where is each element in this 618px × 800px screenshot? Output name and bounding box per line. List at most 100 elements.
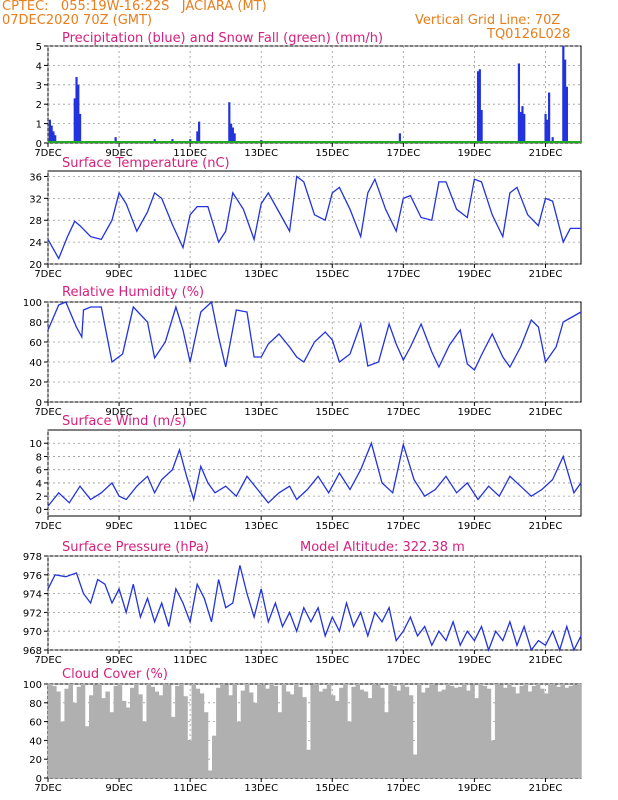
- cloud-bar: [544, 693, 549, 778]
- cloud-bar: [302, 697, 307, 778]
- cloud-bar: [535, 684, 541, 778]
- x-tick-label: 19DEC: [458, 148, 492, 159]
- cloud-bar: [404, 686, 410, 778]
- series-line: [47, 300, 582, 372]
- cloud-bar: [97, 684, 102, 778]
- x-tick-label: 21DEC: [529, 269, 563, 280]
- cloud-bar: [490, 740, 496, 778]
- precip-bar: [50, 125, 53, 143]
- precip-bar: [476, 71, 480, 143]
- cloud-bar: [228, 695, 233, 778]
- panel-subtitle: Model Altitude: 322.38 m: [300, 540, 465, 555]
- cloud-bar: [474, 698, 479, 778]
- cloud-bar: [482, 685, 488, 778]
- cloud-bar: [445, 684, 451, 778]
- cloud-bar: [318, 691, 324, 778]
- x-tick-label: 21DEC: [529, 521, 563, 532]
- x-tick-label: 21DEC: [529, 407, 563, 418]
- cloud-bar: [355, 684, 360, 778]
- x-tick-label: 17DEC: [386, 148, 420, 159]
- cloud-bar: [216, 687, 221, 778]
- cloud-bar: [265, 688, 270, 778]
- cloud-bar: [314, 684, 319, 778]
- y-tick-label: 978: [23, 552, 42, 563]
- cloud-bar: [421, 692, 426, 778]
- cloud-bar: [166, 684, 172, 778]
- cloud-bar: [240, 690, 246, 778]
- x-tick-label: 19DEC: [458, 521, 492, 532]
- panel-title: Surface Pressure (hPa): [62, 540, 209, 555]
- x-tick-label: 7DEC: [34, 148, 61, 159]
- cloud-bar: [380, 687, 385, 778]
- cloud-bar: [351, 686, 356, 778]
- cloud-bar: [125, 707, 131, 778]
- cloud-bar: [294, 684, 299, 778]
- y-tick-label: 6: [36, 466, 42, 477]
- cloud-bar: [101, 698, 106, 778]
- cloud-bar: [224, 684, 229, 778]
- y-tick-label: 20: [29, 755, 42, 766]
- x-tick-label: 17DEC: [386, 407, 420, 418]
- precip-bar: [114, 137, 117, 143]
- cloud-bar: [191, 684, 196, 778]
- cloud-bar: [507, 684, 512, 778]
- cloud-bar: [121, 700, 127, 778]
- cloud-bar: [511, 686, 516, 778]
- y-tick-label: 0: [36, 774, 42, 785]
- y-tick-label: 40: [29, 358, 42, 369]
- cloud-bar: [384, 712, 389, 778]
- cloud-bar: [183, 696, 188, 778]
- x-tick-label: 19DEC: [458, 407, 492, 418]
- cloud-bar: [392, 685, 397, 778]
- x-tick-label: 9DEC: [105, 407, 132, 418]
- cloud-bar: [154, 691, 160, 778]
- cloud-bar: [347, 721, 352, 778]
- cloud-bar: [425, 687, 430, 778]
- cloud-bar: [146, 684, 151, 778]
- x-tick-label: 13DEC: [244, 783, 278, 794]
- series-line: [47, 565, 582, 653]
- cloud-bar: [248, 692, 254, 778]
- cloud-bar: [179, 684, 184, 778]
- x-tick-label: 15DEC: [315, 655, 349, 666]
- cloud-bar: [72, 702, 78, 778]
- precip-bar: [398, 133, 401, 143]
- cloud-bar: [453, 687, 459, 778]
- cloud-bar: [175, 685, 180, 778]
- precip-bar: [75, 77, 78, 143]
- x-tick-label: 11DEC: [173, 148, 207, 159]
- precip-bar: [517, 63, 521, 143]
- cloud-bar: [449, 685, 455, 778]
- precip-bar: [548, 92, 551, 143]
- cloud-bar: [408, 695, 414, 778]
- cloud-bar: [572, 684, 578, 778]
- cloud-bar: [576, 684, 582, 778]
- x-tick-label: 11DEC: [173, 783, 207, 794]
- cloud-bar: [56, 691, 61, 778]
- cloud-bar: [371, 684, 377, 778]
- y-tick-label: 8: [36, 452, 42, 463]
- cloud-bar: [187, 740, 192, 778]
- x-tick-label: 15DEC: [315, 783, 349, 794]
- y-tick-label: 2: [36, 100, 42, 111]
- y-tick-label: 1: [36, 120, 42, 131]
- cloud-bar: [203, 712, 209, 778]
- cloud-bar: [441, 689, 447, 778]
- x-tick-label: 15DEC: [315, 407, 349, 418]
- y-tick-label: 32: [29, 194, 42, 205]
- y-tick-label: 36: [29, 172, 42, 183]
- cloud-bar: [89, 695, 94, 778]
- cloud-bar: [339, 687, 344, 778]
- cloud-bar: [150, 686, 155, 778]
- y-tick-label: 20: [29, 260, 42, 271]
- x-tick-label: 21DEC: [529, 655, 563, 666]
- cloud-bar: [540, 688, 545, 778]
- x-tick-label: 9DEC: [105, 783, 132, 794]
- precip-bar: [562, 46, 565, 143]
- cloud-bar: [261, 684, 266, 778]
- cloud-bar: [277, 712, 283, 778]
- cloud-bar: [560, 684, 565, 778]
- cloud-bar: [363, 691, 369, 778]
- cloud-bar: [412, 754, 418, 778]
- cloud-bar: [273, 685, 278, 778]
